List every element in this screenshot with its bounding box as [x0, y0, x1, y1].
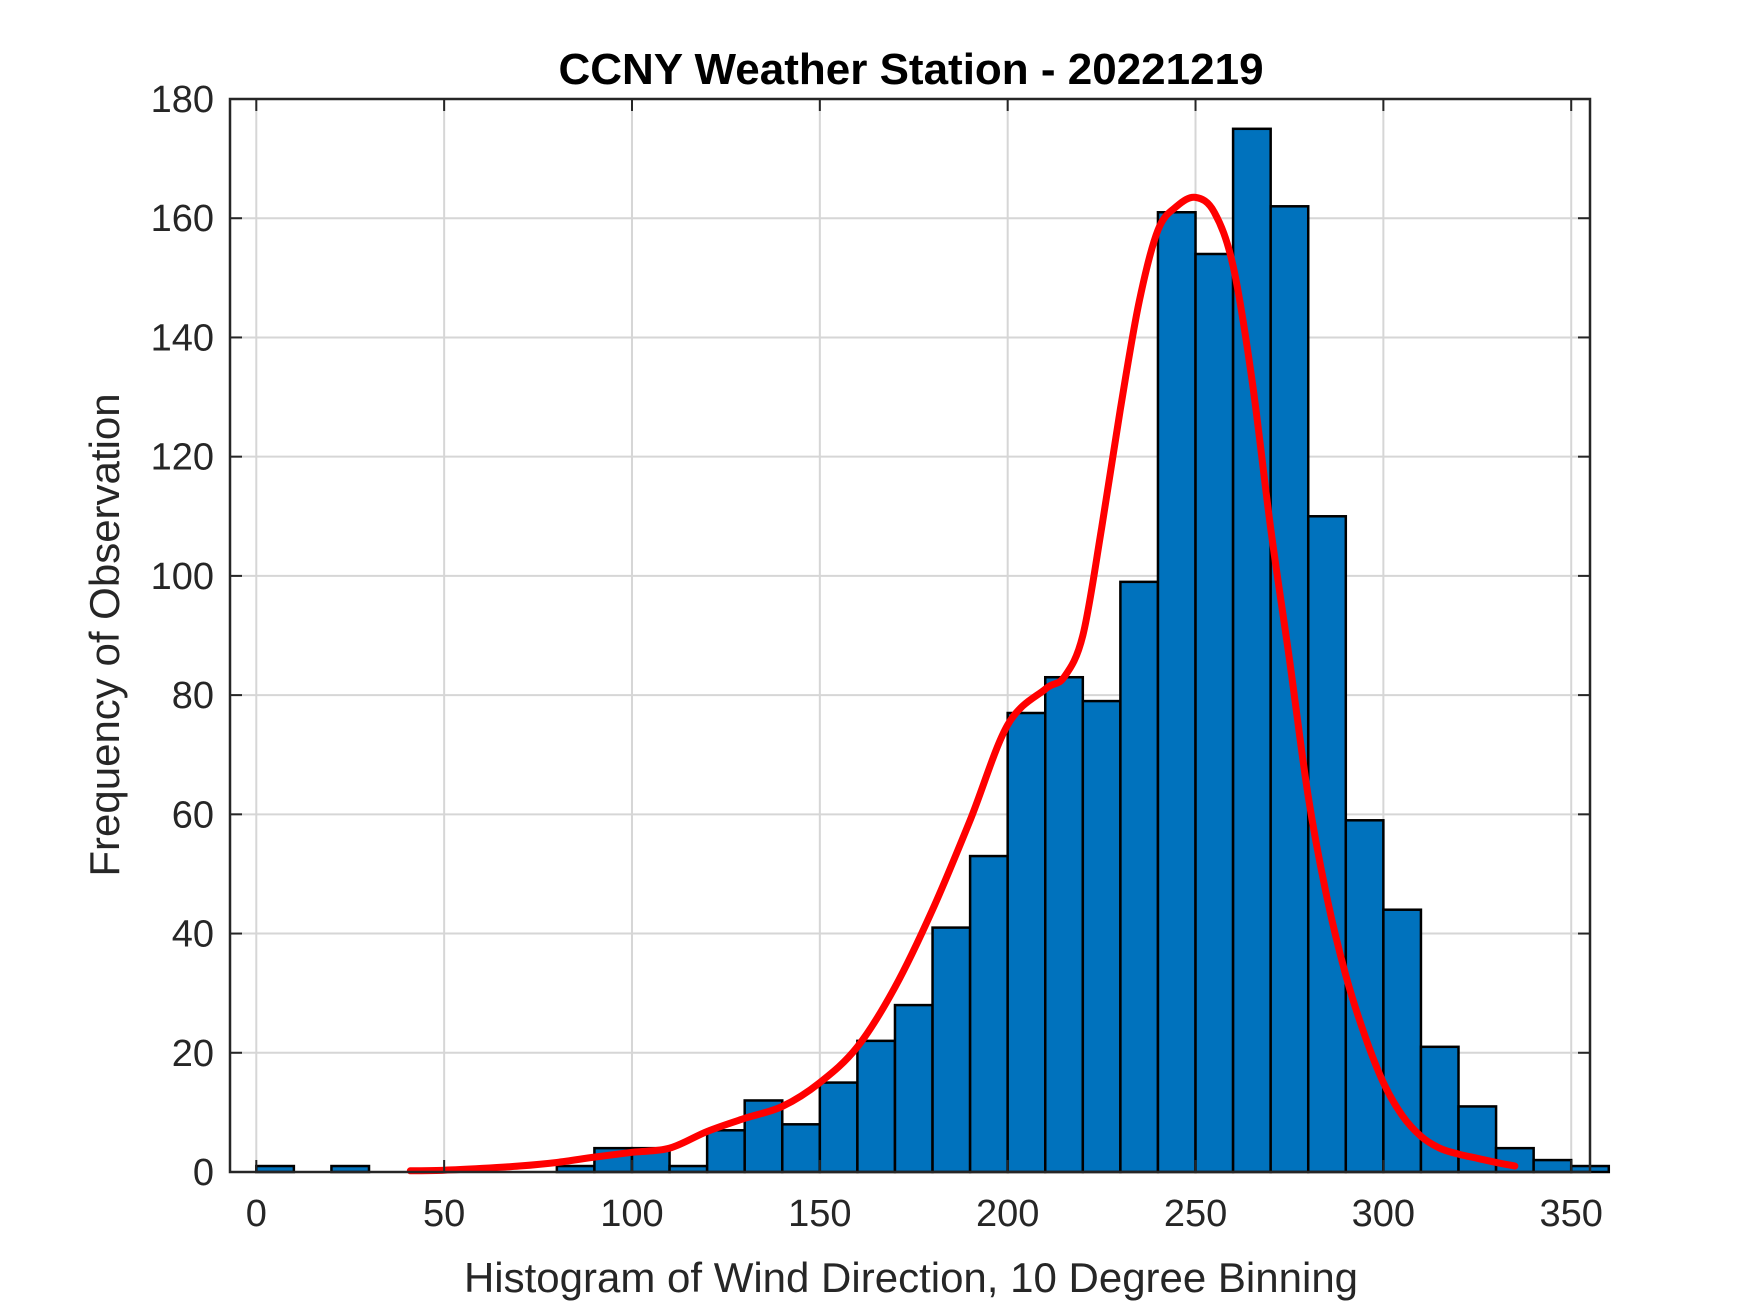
x-tick-label: 50 — [423, 1193, 465, 1235]
y-tick-label: 160 — [151, 198, 214, 240]
histogram-bar — [893, 1003, 934, 1174]
y-tick-label: 120 — [151, 437, 214, 479]
y-tick-label: 40 — [172, 914, 214, 956]
fit-curve — [406, 193, 1519, 1175]
histogram-bar — [1043, 675, 1085, 1174]
y-tick-label: 180 — [151, 79, 214, 121]
histogram-bars — [255, 127, 1611, 1174]
y-axis-label: Frequency of Observation — [81, 393, 128, 876]
histogram-bar — [781, 1123, 822, 1174]
histogram-bar — [818, 1081, 859, 1174]
y-tick-label: 140 — [151, 317, 214, 359]
histogram-bar — [1231, 127, 1272, 1174]
histogram-bar — [1119, 580, 1160, 1174]
chart-title: CCNY Weather Station - 20221219 — [558, 45, 1263, 94]
histogram-bar — [968, 854, 1009, 1174]
y-tick-label: 60 — [172, 794, 214, 836]
x-axis-label: Histogram of Wind Direction, 10 Degree B… — [464, 1254, 1358, 1301]
y-tick-label: 100 — [151, 556, 214, 598]
y-tick-label: 80 — [172, 675, 214, 717]
x-tick-label: 250 — [1164, 1193, 1227, 1235]
axis-ticks: 0 50 100 150 200 250 300 350 0 20 40 60 80 100 120 140 1… — [151, 79, 1603, 1235]
histogram-bar — [1269, 205, 1310, 1174]
histogram-bar — [1194, 252, 1235, 1174]
axes-box — [228, 97, 1592, 1174]
x-tick-label: 350 — [1540, 1193, 1603, 1235]
fit-curve-layer — [406, 193, 1519, 1175]
x-tick-label: 0 — [246, 1193, 267, 1235]
histogram-bar — [931, 926, 972, 1174]
histogram-bar — [856, 1039, 897, 1174]
histogram-bar — [1156, 211, 1197, 1174]
histogram-bar — [1081, 699, 1122, 1174]
histogram-bar — [1344, 819, 1385, 1174]
histogram-bar — [1006, 711, 1047, 1174]
x-tick-label: 100 — [600, 1193, 663, 1235]
histogram-bar — [1532, 1158, 1573, 1174]
histogram-bar — [705, 1129, 746, 1174]
x-tick-label: 150 — [788, 1193, 851, 1235]
x-tick-label: 200 — [976, 1193, 1039, 1235]
y-tick-label: 20 — [172, 1033, 214, 1075]
x-tick-label: 300 — [1352, 1193, 1415, 1235]
y-tick-label: 0 — [193, 1152, 214, 1194]
